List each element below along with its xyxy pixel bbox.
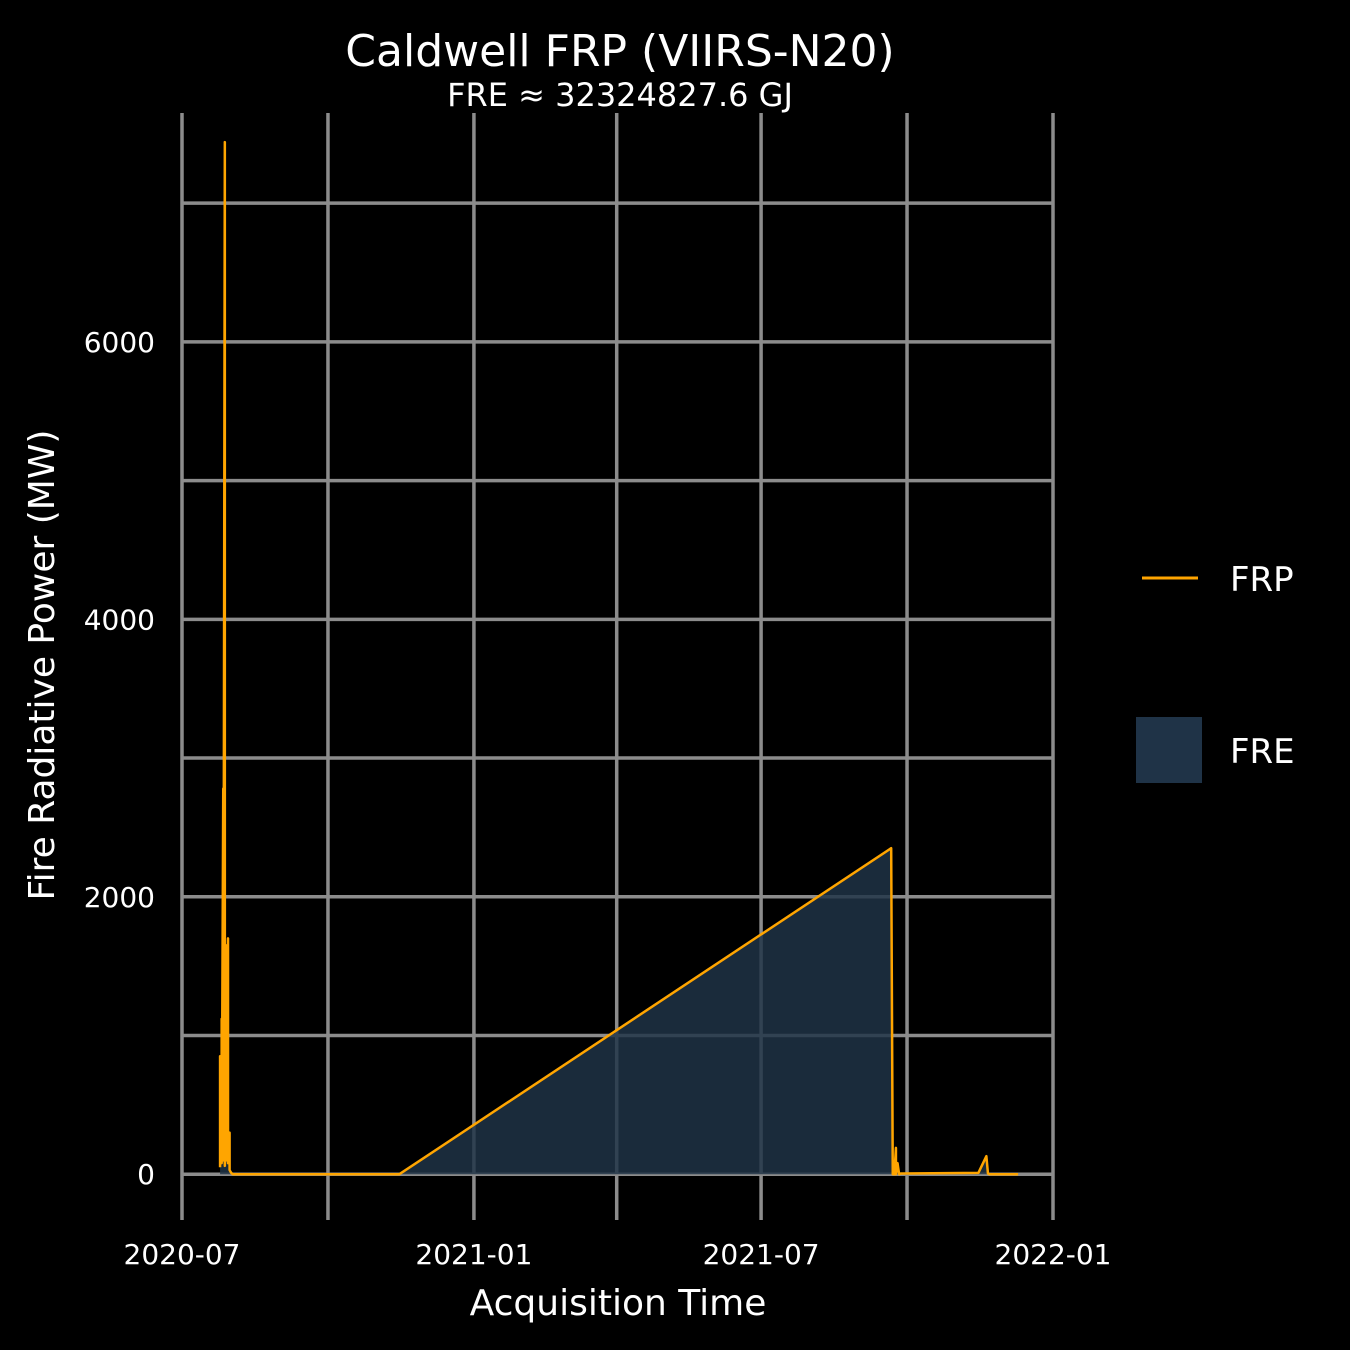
y-tick-label: 2000 <box>84 881 155 914</box>
legend: FRP FRE <box>1136 560 1295 783</box>
x-tick-label: 2021-01 <box>415 1238 532 1271</box>
axis-ticks: 0 2000 4000 6000 2020-07 2021-01 2021-07 2022-0… <box>84 326 1112 1271</box>
frp-line-layer <box>218 140 1019 1176</box>
grid-lines <box>180 113 1055 1220</box>
x-tick-label: 2021-07 <box>703 1238 820 1271</box>
chart-subtitle: FRE ≈ 32324827.6 GJ <box>447 76 793 114</box>
fre-area-layer <box>220 142 1019 1175</box>
chart-title: Caldwell FRP (VIIRS-N20) <box>345 26 894 77</box>
y-tick-label: 0 <box>137 1158 155 1191</box>
x-tick-label: 2022-01 <box>995 1238 1112 1271</box>
fre-area <box>220 142 1019 1175</box>
x-axis-title: Acquisition Time <box>470 1283 767 1324</box>
legend-fre-swatch <box>1136 717 1202 783</box>
y-tick-label: 6000 <box>84 326 155 359</box>
x-tick-label: 2020-07 <box>124 1238 241 1271</box>
frp-line <box>218 140 1019 1176</box>
y-tick-label: 4000 <box>84 603 155 636</box>
legend-frp-label: FRP <box>1230 560 1294 600</box>
legend-fre-label: FRE <box>1230 732 1295 772</box>
y-axis-title: Fire Radiative Power (MW) <box>22 430 63 901</box>
